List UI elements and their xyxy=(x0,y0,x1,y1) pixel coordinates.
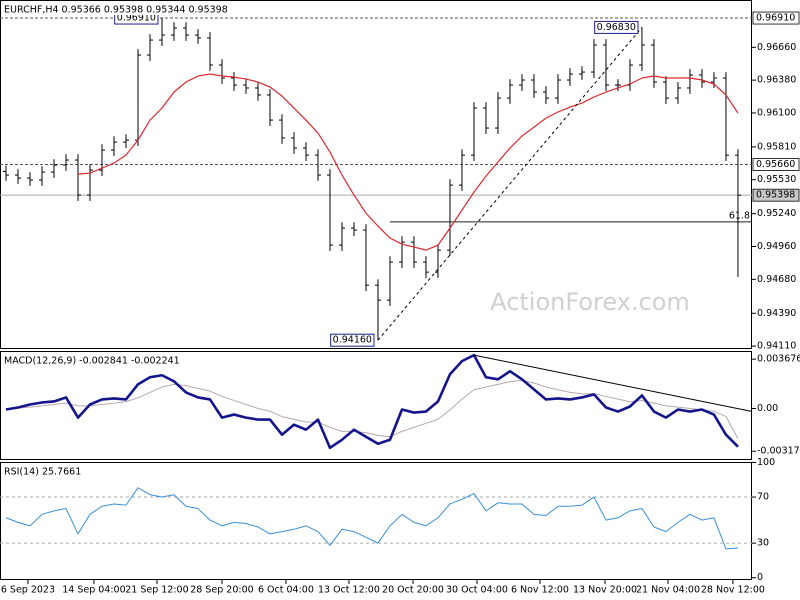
x-tick-label: 6 Sep 2023 xyxy=(1,585,55,596)
x-tick-label: 6 Oct 04:00 xyxy=(258,585,314,596)
x-tick-label: 14 Sep 04:00 xyxy=(62,585,125,596)
series-line xyxy=(5,353,739,450)
series-line xyxy=(5,487,738,550)
y-tick-label: 0.94680 xyxy=(757,274,796,285)
price-label-box xyxy=(594,20,639,34)
x-tick-label: 21 Nov 04:00 xyxy=(636,585,700,596)
watermark: ActionForex.com xyxy=(490,288,690,316)
level-label: 0.96910 xyxy=(756,13,795,24)
y-tick-label: 0.95810 xyxy=(757,141,796,152)
y-tick-label: 0.96380 xyxy=(757,75,796,86)
x-tick-label: 13 Nov 20:00 xyxy=(573,585,637,596)
x-tick-label: 30 Oct 04:00 xyxy=(446,585,508,596)
trendline xyxy=(377,27,643,341)
title-bg xyxy=(2,465,84,477)
y-tick-label: 70 xyxy=(757,492,769,503)
moving-average xyxy=(77,73,739,251)
fib-label: 61.8 xyxy=(729,210,750,221)
y-tick-label: 0.003676 xyxy=(757,354,800,365)
level-label-box xyxy=(752,11,800,25)
y-tick-label: -0.003177 xyxy=(757,446,800,457)
panel-frame xyxy=(0,462,752,580)
y-tick-label: 30 xyxy=(757,538,769,549)
y-tick-label: 0.95530 xyxy=(757,174,796,185)
trendline xyxy=(473,354,753,413)
x-tick-label: 21 Sep 12:00 xyxy=(125,585,188,596)
level-label: 0.95398 xyxy=(756,190,795,201)
y-tick-label: 0.95240 xyxy=(757,208,796,219)
x-tick-label: 6 Nov 12:00 xyxy=(511,585,569,596)
y-tick-label: 0.94960 xyxy=(757,241,796,252)
price-label: 0.96910 xyxy=(117,13,156,24)
price-label-box xyxy=(330,333,375,347)
y-tick-label: 0.00 xyxy=(757,403,778,414)
title-bg xyxy=(2,354,182,366)
y-tick-label: 0.94390 xyxy=(757,308,796,319)
y-tick-label: 0.96100 xyxy=(757,107,796,118)
panel-frame xyxy=(0,351,752,460)
title-bg xyxy=(2,3,230,15)
price-label: 0.94160 xyxy=(333,335,372,346)
x-tick-label: 28 Nov 12:00 xyxy=(701,585,765,596)
panel-title: EURCHF,H4 0.95366 0.95398 0.95344 0.9539… xyxy=(4,5,228,16)
y-tick-label: 0.96660 xyxy=(757,42,796,53)
y-tick-label: 100 xyxy=(757,457,775,468)
y-tick-label: 0.94110 xyxy=(757,341,796,352)
level-label: 0.95660 xyxy=(756,159,795,170)
price-label: 0.96830 xyxy=(597,22,636,33)
series-line xyxy=(5,379,739,439)
x-tick-label: 28 Sep 20:00 xyxy=(190,585,253,596)
level-label-box xyxy=(752,188,800,202)
panel-title: MACD(12,26,9) -0.002841 -0.002241 xyxy=(4,356,180,367)
panel-frame xyxy=(0,0,752,349)
y-tick-label: 0 xyxy=(757,572,763,583)
x-tick-label: 13 Oct 12:00 xyxy=(318,585,380,596)
level-label-box xyxy=(752,158,800,171)
panel-title: RSI(14) 25.7661 xyxy=(4,467,81,478)
x-tick-label: 20 Oct 20:00 xyxy=(382,585,444,596)
